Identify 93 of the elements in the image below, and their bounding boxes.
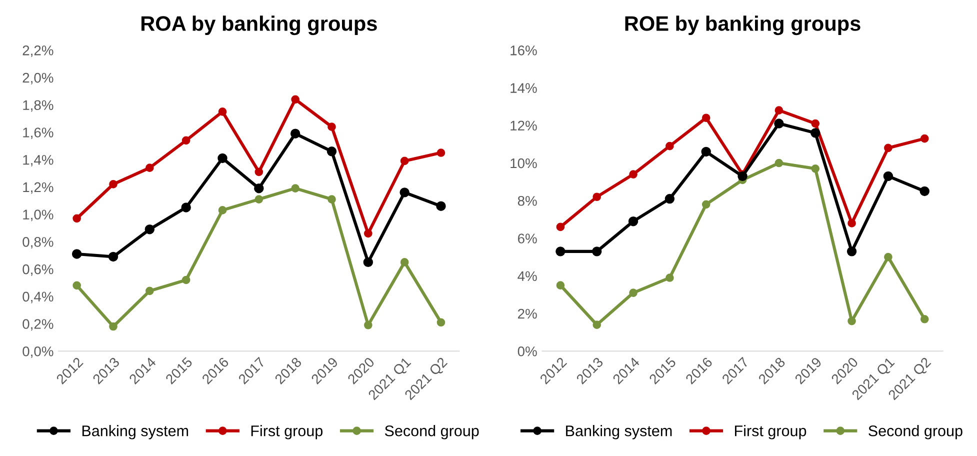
y-tick-label: 0,8% bbox=[22, 237, 54, 248]
point bbox=[920, 134, 929, 143]
point bbox=[72, 249, 82, 259]
point bbox=[436, 318, 446, 327]
y-tick-label: 0,4% bbox=[22, 292, 54, 304]
y-tick-label: 2% bbox=[518, 308, 537, 319]
y-tick-label: 14% bbox=[510, 83, 537, 93]
y-tick-label: 2,0% bbox=[22, 72, 54, 84]
point bbox=[182, 276, 190, 284]
point bbox=[328, 195, 336, 204]
point bbox=[920, 186, 930, 196]
point bbox=[72, 281, 81, 290]
point bbox=[108, 252, 118, 262]
y-tick-label: 0,6% bbox=[22, 264, 54, 276]
point bbox=[701, 146, 711, 157]
point bbox=[811, 119, 820, 128]
point bbox=[254, 168, 264, 176]
point bbox=[109, 322, 118, 331]
point bbox=[145, 286, 154, 296]
point bbox=[666, 274, 674, 282]
point bbox=[810, 128, 820, 138]
chart-title: ROE by banking groups bbox=[625, 16, 860, 36]
point bbox=[254, 195, 264, 204]
y-tick-label: 10% bbox=[510, 158, 537, 168]
point bbox=[556, 281, 565, 290]
y-tick-label: 0,2% bbox=[22, 319, 54, 331]
point bbox=[629, 170, 638, 178]
point bbox=[363, 257, 374, 268]
point bbox=[145, 164, 154, 172]
point bbox=[328, 122, 336, 131]
point bbox=[702, 200, 710, 209]
point bbox=[181, 202, 191, 212]
point bbox=[774, 118, 784, 128]
point bbox=[629, 288, 638, 297]
point bbox=[592, 320, 602, 329]
y-tick-label: 1,8% bbox=[23, 100, 54, 112]
point bbox=[592, 192, 602, 202]
point bbox=[290, 128, 300, 138]
point bbox=[592, 246, 602, 256]
point bbox=[109, 180, 118, 188]
y-tick-label: 6% bbox=[518, 234, 537, 244]
y-tick-label: 8% bbox=[518, 196, 537, 206]
point bbox=[326, 146, 337, 156]
point bbox=[628, 216, 638, 226]
legend-label: Second group bbox=[384, 425, 479, 440]
point bbox=[848, 316, 856, 326]
point bbox=[144, 224, 155, 234]
legend-label: Banking system bbox=[82, 425, 188, 440]
point bbox=[702, 114, 710, 122]
y-tick-label: 2,2% bbox=[22, 45, 54, 57]
point bbox=[218, 108, 227, 116]
y-tick-label: 1,0% bbox=[23, 210, 54, 222]
point bbox=[811, 164, 820, 173]
y-tick-label: 16% bbox=[510, 45, 537, 56]
point bbox=[738, 171, 748, 182]
point bbox=[883, 171, 894, 182]
point bbox=[556, 222, 565, 232]
point bbox=[666, 142, 674, 150]
y-tick-label: 1,2% bbox=[23, 182, 54, 194]
point bbox=[664, 194, 675, 204]
point bbox=[182, 136, 190, 145]
y-tick-label: 12% bbox=[510, 120, 537, 131]
point bbox=[846, 246, 857, 256]
point bbox=[291, 184, 300, 192]
legend-label: Second group bbox=[868, 425, 962, 440]
point bbox=[848, 219, 856, 228]
y-tick-label: 1,4% bbox=[23, 154, 54, 166]
point bbox=[774, 106, 784, 115]
point bbox=[436, 148, 446, 157]
chart-title: ROA by banking groups bbox=[141, 16, 377, 36]
point bbox=[774, 158, 784, 168]
point bbox=[556, 246, 566, 256]
y-tick-label: 0,0% bbox=[22, 346, 54, 358]
point bbox=[218, 153, 228, 164]
point bbox=[364, 229, 372, 238]
y-tick-label: 0% bbox=[518, 346, 537, 356]
point bbox=[884, 252, 892, 262]
legend-label: First group bbox=[251, 425, 323, 440]
y-tick-label: 1,6% bbox=[23, 128, 54, 140]
point bbox=[364, 320, 372, 330]
point bbox=[291, 95, 300, 104]
point bbox=[436, 201, 446, 211]
legend-label: Banking system bbox=[566, 425, 672, 440]
point bbox=[72, 214, 81, 223]
point bbox=[400, 156, 409, 166]
point bbox=[400, 188, 410, 198]
point bbox=[400, 258, 409, 266]
point bbox=[218, 206, 227, 214]
point bbox=[254, 183, 264, 194]
point bbox=[920, 314, 929, 324]
y-tick-label: 4% bbox=[518, 271, 537, 281]
legend-label: First group bbox=[735, 425, 806, 440]
point bbox=[884, 144, 892, 152]
